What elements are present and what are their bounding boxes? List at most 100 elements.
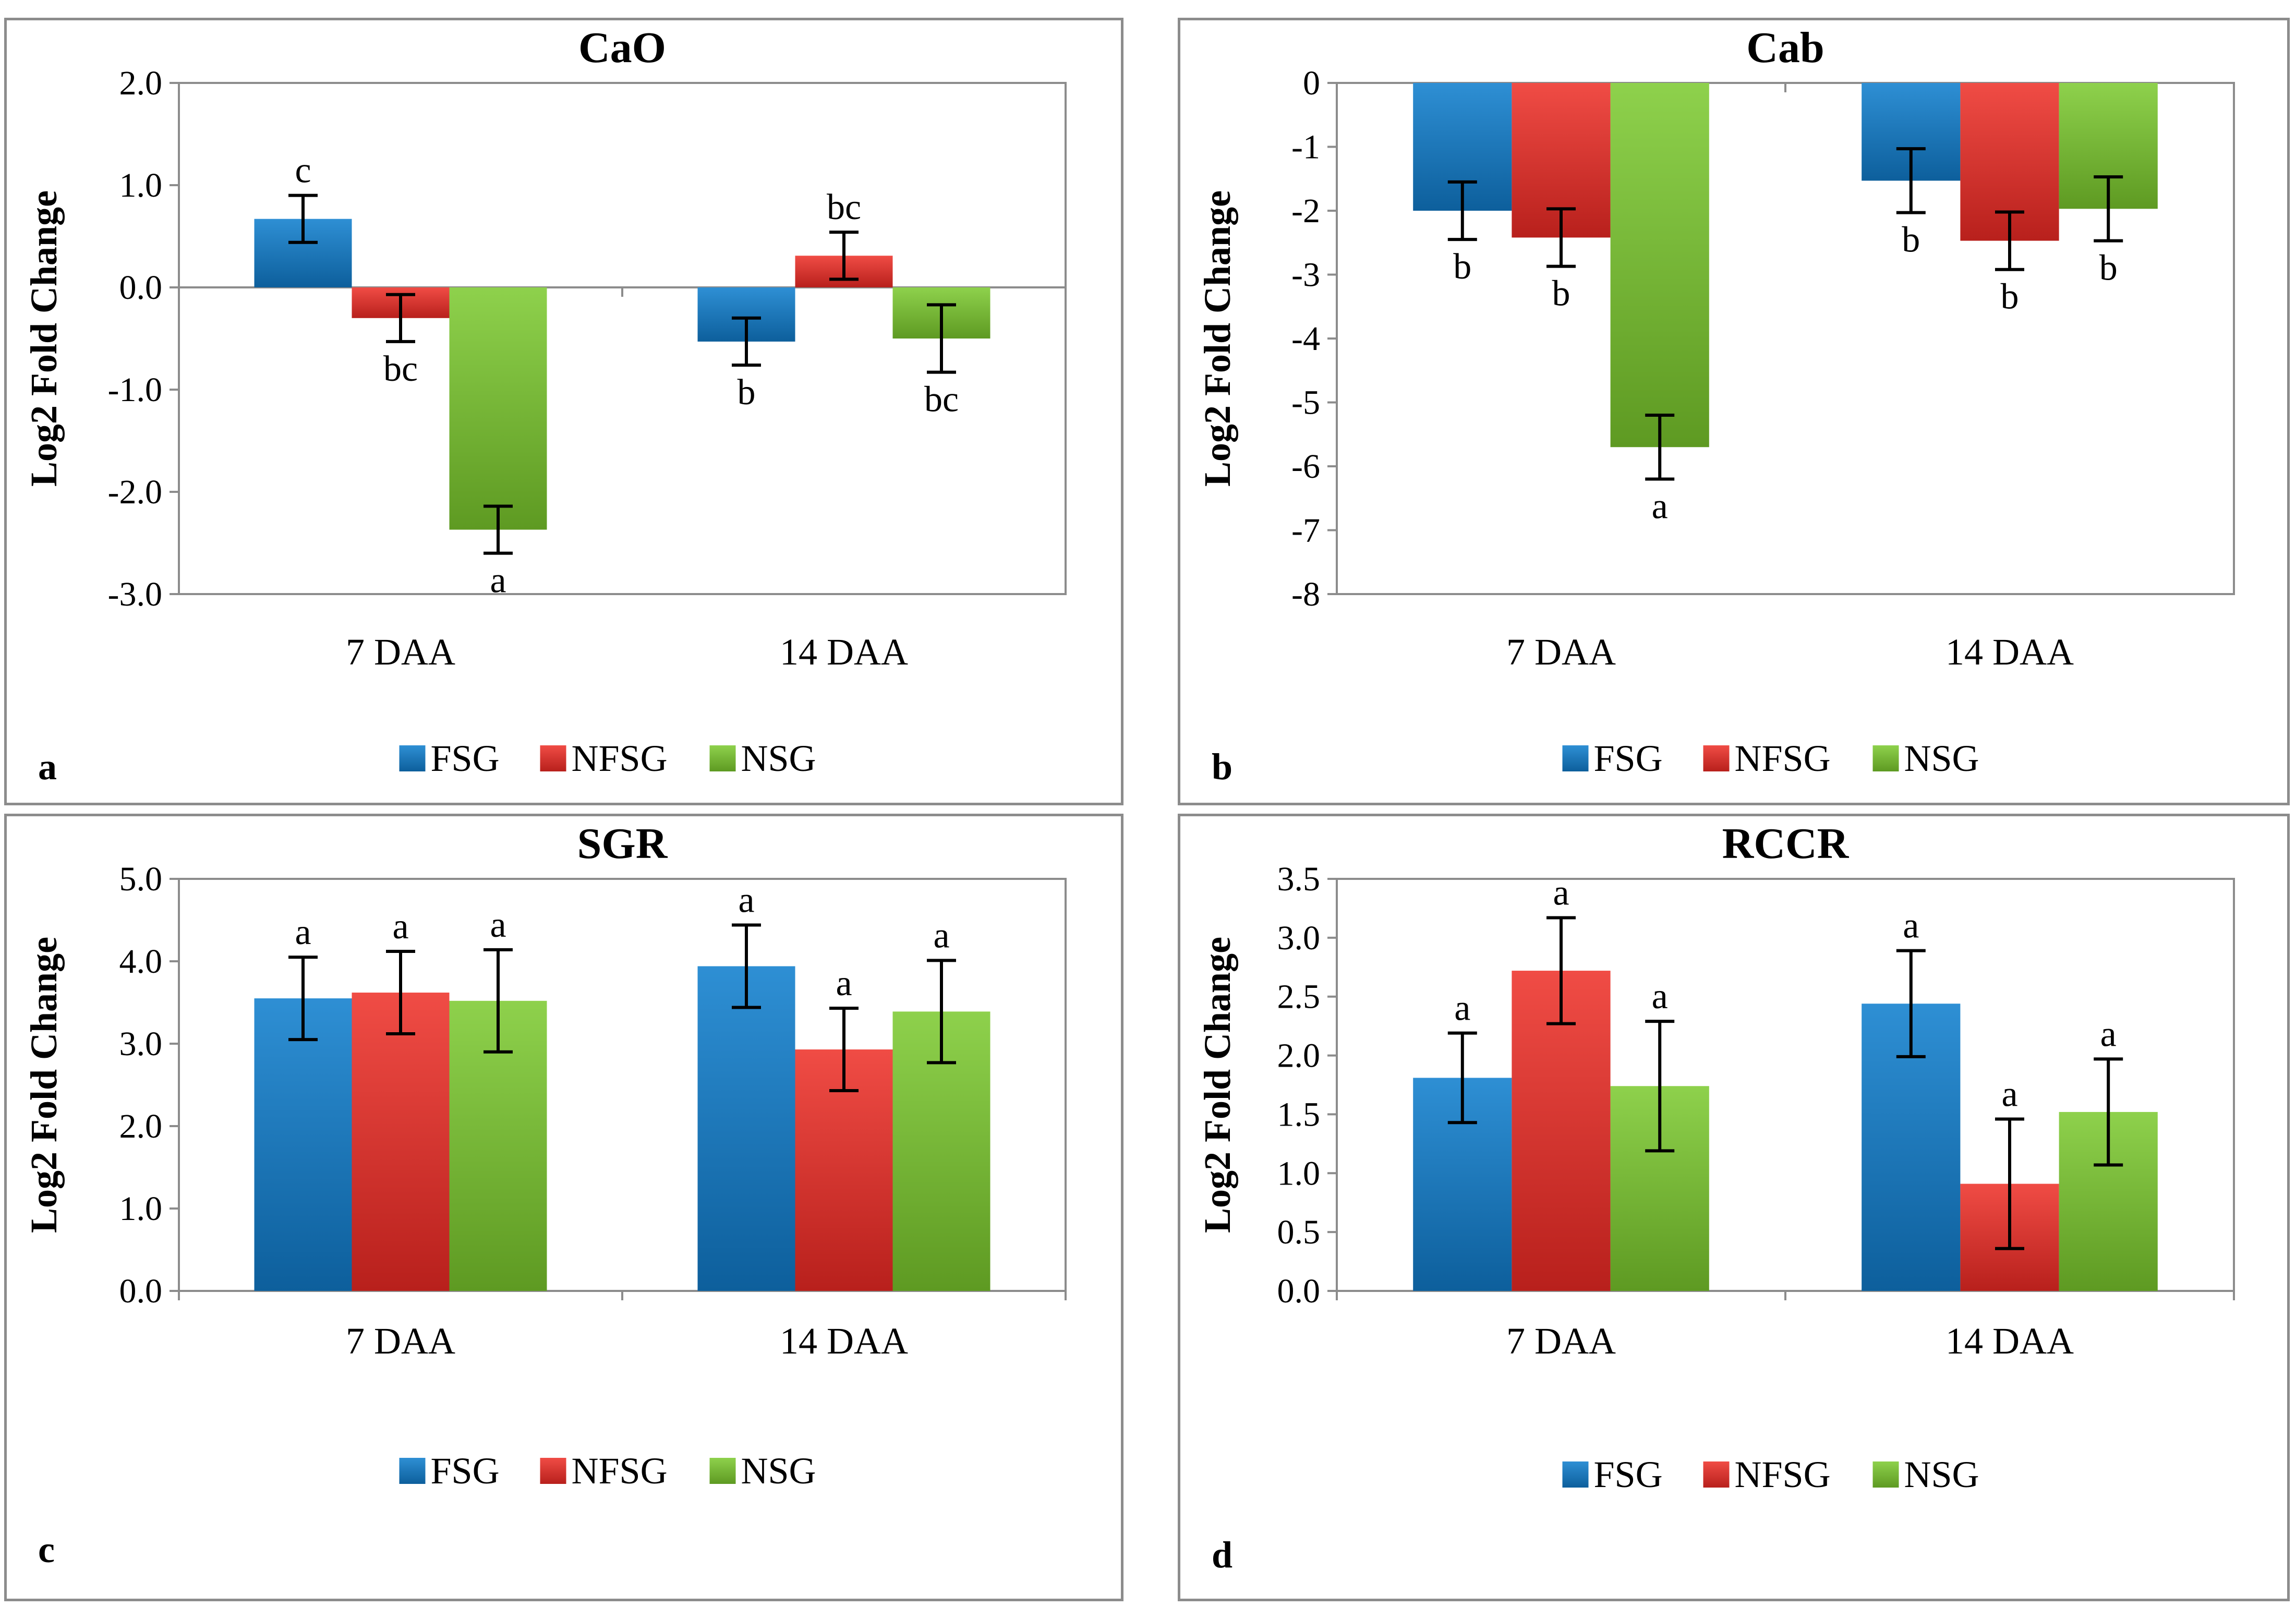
- panel-letter: c: [38, 1529, 55, 1570]
- y-axis-label: Log2 Fold Change: [23, 937, 65, 1233]
- chart-panel-a: 2.0 1.0 0.0 -1.0 -2.0 -3.0 c bc a 7 DAA b bc bc 14 DA…: [4, 18, 1123, 805]
- significance-label: a: [738, 880, 754, 920]
- chart-title: RCCR: [1722, 819, 1850, 868]
- x-category-label: 7 DAA: [1506, 631, 1616, 673]
- y-tick-label: -6: [1291, 448, 1320, 486]
- y-tick-label: 3.0: [1277, 919, 1321, 957]
- y-tick-label: 2.5: [1277, 978, 1321, 1016]
- legend-swatch-fsg: [1562, 1461, 1589, 1488]
- y-tick-label: 0: [1303, 64, 1320, 102]
- legend-label: NFSG: [1735, 738, 1831, 779]
- legend-swatch-nsg: [1872, 1461, 1899, 1488]
- y-tick-label: -2.0: [108, 473, 162, 511]
- chart-svg-c: 5.0 4.0 3.0 2.0 1.0 0.0 a a a 7 DAA a a a 14 DAA SGR Lo…: [23, 819, 1067, 1570]
- significance-label: bc: [827, 187, 861, 227]
- legend-label: NFSG: [572, 1450, 668, 1492]
- y-tick-label: 2.0: [119, 64, 163, 102]
- legend-swatch-nfsg: [1703, 1461, 1730, 1488]
- bar-fsg: [697, 966, 795, 1291]
- y-tick-label: 5.0: [119, 860, 163, 898]
- significance-label: c: [295, 151, 311, 191]
- legend-label: NSG: [1904, 1454, 1979, 1495]
- significance-label: b: [1902, 220, 1920, 260]
- legend-swatch-nsg: [709, 1458, 736, 1484]
- x-category-label: 14 DAA: [1945, 1320, 2074, 1362]
- legend-swatch-fsg: [1562, 745, 1589, 771]
- significance-label: a: [1553, 873, 1569, 913]
- legend-swatch-nfsg: [1703, 745, 1730, 771]
- y-axis-label: Log2 Fold Change: [23, 190, 65, 487]
- significance-label: b: [1453, 247, 1471, 287]
- legend-label: NSG: [1904, 738, 1979, 779]
- y-tick-label: 0.0: [119, 1272, 163, 1310]
- significance-label: a: [836, 963, 852, 1004]
- significance-label: a: [295, 912, 311, 952]
- significance-label: b: [738, 372, 756, 413]
- bar-nsg: [1610, 83, 1709, 448]
- chart-panel-d: 3.5 3.0 2.5 2.0 1.5 1.0 0.5 0.0 a a a 7 DAA a a a 14 DA…: [1178, 814, 2290, 1601]
- y-tick-label: -7: [1291, 512, 1320, 550]
- legend-label: FSG: [1594, 1454, 1663, 1495]
- legend-swatch-nsg: [1872, 745, 1899, 771]
- significance-label: b: [2099, 248, 2118, 288]
- x-category-label: 7 DAA: [1506, 1320, 1616, 1362]
- chart-svg-d: 3.5 3.0 2.5 2.0 1.5 1.0 0.5 0.0 a a a 7 DAA a a a 14 DA…: [1197, 819, 2235, 1576]
- chart-title: Cab: [1746, 23, 1824, 72]
- y-tick-label: -8: [1291, 575, 1320, 613]
- legend-label: FSG: [1594, 738, 1663, 779]
- legend-label: FSG: [431, 1450, 500, 1492]
- panel-letter: d: [1212, 1534, 1232, 1576]
- y-tick-label: 1.0: [119, 1190, 163, 1228]
- legend-swatch-fsg: [399, 745, 426, 771]
- legend-label: NSG: [741, 738, 816, 779]
- x-category-label: 14 DAA: [780, 631, 908, 673]
- legend-swatch-nfsg: [540, 1458, 566, 1484]
- y-tick-label: -2: [1291, 192, 1320, 230]
- y-tick-label: -4: [1291, 320, 1320, 358]
- y-tick-label: -1.0: [108, 371, 162, 409]
- significance-label: bc: [383, 349, 418, 389]
- y-tick-label: 0.0: [1277, 1272, 1321, 1310]
- bar-nfsg: [352, 993, 450, 1291]
- significance-label: a: [1652, 487, 1668, 527]
- significance-label: a: [933, 915, 949, 956]
- y-tick-label: -1: [1291, 128, 1320, 166]
- y-tick-label: 3.5: [1277, 860, 1321, 898]
- significance-label: a: [2100, 1014, 2117, 1054]
- y-axis-label: Log2 Fold Change: [1197, 937, 1238, 1233]
- significance-label: a: [490, 561, 506, 601]
- significance-label: b: [1552, 274, 1570, 314]
- significance-label: a: [1903, 906, 1919, 946]
- significance-label: a: [2001, 1074, 2017, 1114]
- bar-nsg: [449, 287, 547, 530]
- panel-letter: a: [38, 746, 57, 788]
- chart-title: CaO: [578, 23, 666, 72]
- y-tick-label: 2.0: [119, 1107, 163, 1145]
- x-category-label: 14 DAA: [1945, 631, 2074, 673]
- y-tick-label: 3.0: [119, 1025, 163, 1063]
- significance-label: a: [1652, 976, 1668, 1017]
- legend-label: NSG: [741, 1450, 816, 1492]
- chart-panel-c: 5.0 4.0 3.0 2.0 1.0 0.0 a a a 7 DAA a a a 14 DAA SGR Lo…: [4, 814, 1123, 1601]
- chart-panel-b: 0 -1 -2 -3 -4 -5 -6 -7 -8 b b a 7 DAA b b b 14 DAA Cab Log…: [1178, 18, 2290, 805]
- y-tick-label: 0.5: [1277, 1213, 1321, 1251]
- y-tick-label: -3: [1291, 256, 1320, 294]
- x-category-label: 7 DAA: [346, 631, 455, 673]
- legend-swatch-nsg: [709, 745, 736, 771]
- significance-label: bc: [924, 380, 959, 420]
- y-tick-label: 0.0: [119, 269, 163, 307]
- panel-letter: b: [1212, 746, 1232, 788]
- x-category-label: 14 DAA: [780, 1320, 908, 1362]
- legend-swatch-nfsg: [540, 745, 566, 771]
- chart-svg-a: 2.0 1.0 0.0 -1.0 -2.0 -3.0 c bc a 7 DAA b bc bc 14 DA…: [23, 23, 1067, 788]
- y-axis-label: Log2 Fold Change: [1197, 190, 1238, 487]
- chart-title: SGR: [577, 819, 668, 868]
- y-tick-label: 1.0: [119, 166, 163, 204]
- y-tick-label: -3.0: [108, 575, 162, 613]
- y-tick-label: -5: [1291, 384, 1320, 422]
- chart-svg-b: 0 -1 -2 -3 -4 -5 -6 -7 -8 b b a 7 DAA b b b 14 DAA Cab Log…: [1197, 23, 2235, 788]
- bar-fsg: [254, 998, 352, 1291]
- significance-label: a: [490, 905, 506, 945]
- significance-label: a: [392, 907, 408, 947]
- significance-label: a: [1454, 988, 1470, 1029]
